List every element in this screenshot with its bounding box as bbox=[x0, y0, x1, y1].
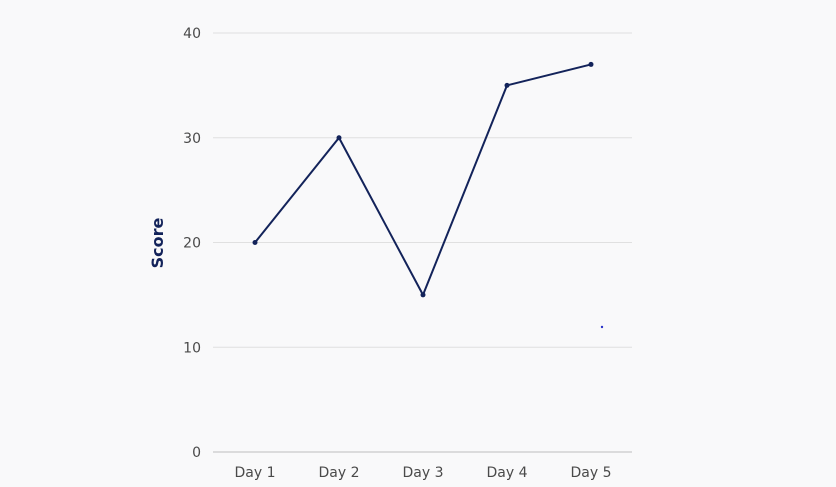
y-tick-label: 10 bbox=[183, 340, 201, 356]
x-tick-labels: Day 1 Day 2 Day 3 Day 4 Day 5 bbox=[234, 465, 611, 481]
x-tick-label: Day 4 bbox=[486, 465, 527, 481]
series-layer bbox=[252, 61, 594, 298]
gridlines bbox=[213, 32, 632, 348]
x-tick-label: Day 2 bbox=[318, 465, 359, 481]
data-point[interactable] bbox=[504, 82, 510, 88]
x-tick-label: Day 5 bbox=[570, 465, 611, 481]
x-tick-label: Day 3 bbox=[402, 465, 443, 481]
data-point[interactable] bbox=[252, 240, 258, 245]
y-axis-title: Score bbox=[148, 217, 167, 268]
y-tick-label: 40 bbox=[183, 26, 201, 42]
y-tick-label: 20 bbox=[183, 236, 201, 252]
stray-marker bbox=[600, 325, 604, 329]
data-point[interactable] bbox=[336, 135, 342, 141]
series-line bbox=[254, 63, 592, 296]
y-tick-label: 0 bbox=[192, 445, 201, 461]
data-point[interactable] bbox=[420, 292, 426, 298]
y-tick-labels: 0 10 20 30 40 bbox=[183, 26, 201, 461]
y-tick-label: 30 bbox=[183, 131, 201, 147]
data-point[interactable] bbox=[588, 61, 594, 67]
stray-marker-layer bbox=[600, 325, 604, 329]
x-tick-label: Day 1 bbox=[234, 465, 275, 481]
